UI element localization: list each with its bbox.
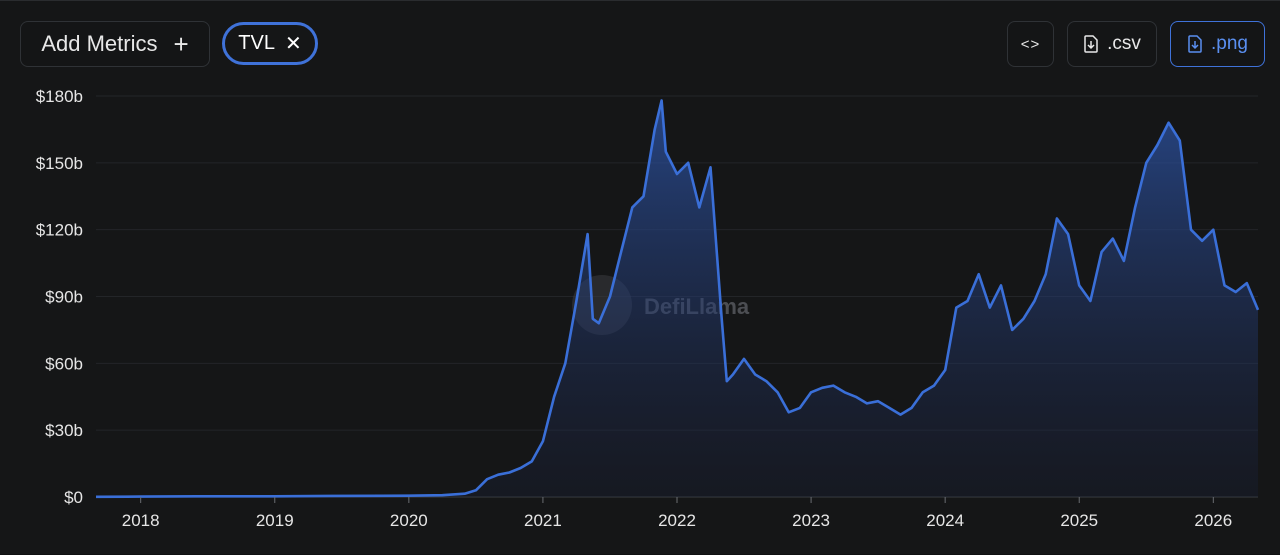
x-tick-label: 2025 bbox=[1060, 511, 1098, 530]
x-tick-label: 2022 bbox=[658, 511, 696, 530]
y-tick-label: $60b bbox=[45, 354, 83, 373]
download-csv-button[interactable]: .csv bbox=[1067, 21, 1157, 67]
tvl-series-line bbox=[95, 99, 1260, 499]
add-metrics-button[interactable]: Add Metrics + bbox=[20, 21, 210, 67]
close-icon[interactable]: ✕ bbox=[284, 32, 302, 55]
x-tick-label: 2024 bbox=[926, 511, 964, 530]
download-file-icon bbox=[1084, 35, 1098, 53]
y-tick-label: $150b bbox=[36, 154, 83, 173]
x-tick-label: 2020 bbox=[390, 511, 428, 530]
download-png-button[interactable]: .png bbox=[1170, 21, 1265, 67]
add-metrics-label: Add Metrics bbox=[41, 31, 158, 56]
x-tick-label: 2023 bbox=[792, 511, 830, 530]
y-axis: $0 $30b $60b $90b $120b $150b $180b bbox=[36, 87, 83, 507]
metric-chip-label: TVL bbox=[238, 32, 275, 54]
tvl-area-fill bbox=[96, 100, 1258, 497]
y-tick-label: $0 bbox=[64, 488, 83, 507]
csv-label: .csv bbox=[1107, 33, 1141, 54]
x-tick-label: 2018 bbox=[122, 511, 160, 530]
y-tick-label: $180b bbox=[36, 87, 83, 106]
embed-button[interactable]: <> bbox=[1007, 21, 1054, 67]
x-tick-label: 2019 bbox=[256, 511, 294, 530]
x-tick-label: 2026 bbox=[1194, 511, 1232, 530]
png-label: .png bbox=[1211, 33, 1248, 54]
x-tick-label: 2021 bbox=[524, 511, 562, 530]
y-tick-label: $90b bbox=[45, 288, 83, 307]
metric-chip-tvl[interactable]: TVL ✕ bbox=[222, 22, 318, 65]
x-axis: 2018 2019 2020 2021 2022 2023 2024 2025 2026 bbox=[122, 497, 1232, 530]
plus-icon: + bbox=[173, 29, 189, 59]
y-tick-label: $30b bbox=[45, 421, 83, 440]
download-file-icon bbox=[1188, 35, 1202, 53]
code-icon: <> bbox=[1020, 35, 1041, 53]
y-tick-label: $120b bbox=[36, 221, 83, 240]
